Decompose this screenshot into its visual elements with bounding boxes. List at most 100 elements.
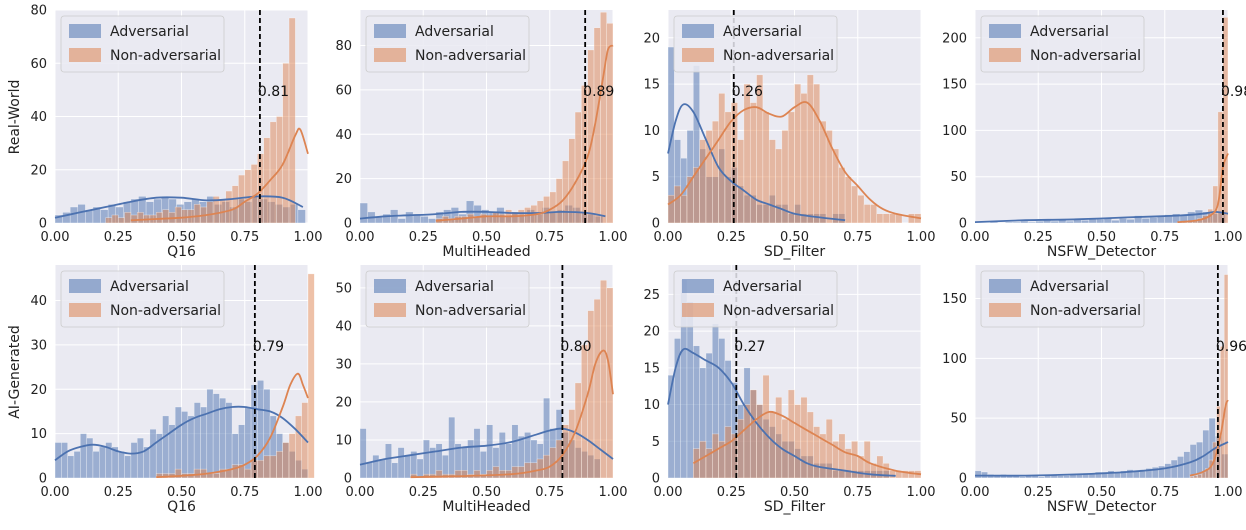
y-tick-label: 50 — [335, 281, 352, 296]
adversarial-bar — [200, 406, 208, 479]
non-adversarial-bar — [705, 130, 713, 224]
threshold-label: 0.79 — [253, 339, 284, 355]
legend-swatch-adversarial — [374, 24, 406, 38]
adversarial-bar — [1058, 219, 1067, 224]
non-adversarial-bar — [225, 190, 233, 224]
adversarial-bar — [1111, 219, 1120, 224]
panel-3: 0.00 0.25 0.50 0.75 1.00 0 50 100 150 200 0.98 Adve… — [942, 10, 1246, 260]
non-adversarial-bar — [680, 194, 688, 224]
adversarial-bar — [61, 442, 68, 479]
adversarial-bar — [404, 454, 411, 479]
non-adversarial-bar — [244, 468, 252, 479]
legend-swatch-adversarial — [989, 279, 1021, 293]
adversarial-bar — [448, 416, 456, 479]
adversarial-bar — [162, 415, 170, 479]
non-adversarial-bar — [212, 473, 220, 479]
non-adversarial-bar — [282, 442, 290, 479]
non-adversarial-bar — [851, 185, 858, 224]
y-tick-label: 0 — [39, 217, 47, 232]
non-adversarial-bar — [787, 111, 795, 224]
adversarial-kde-line — [667, 347, 896, 477]
non-adversarial-kde-line — [435, 44, 614, 222]
x-tick-label: 0.00 — [346, 485, 375, 500]
x-tick-label: 0.50 — [1087, 485, 1116, 500]
non-adversarial-bar — [825, 130, 833, 224]
non-adversarial-bar — [787, 389, 795, 479]
x-tick-label: 0.00 — [346, 230, 375, 245]
y-tick-label: 5 — [652, 435, 660, 450]
y-tick-label: 30 — [335, 357, 352, 372]
x-tick-label: 0.00 — [961, 485, 990, 500]
adversarial-bar — [99, 446, 106, 479]
x-tick-label: 0.50 — [780, 485, 809, 500]
non-adversarial-kde-line — [1189, 399, 1229, 477]
non-adversarial-bar — [908, 213, 915, 224]
non-adversarial-bar — [749, 389, 757, 479]
y-tick-label: 40 — [30, 110, 47, 125]
non-adversarial-bar — [768, 411, 776, 479]
adversarial-bar — [359, 428, 367, 479]
y-tick-label: 10 — [30, 427, 47, 442]
x-tick-label: 0.50 — [472, 485, 501, 500]
y-tick-label: 40 — [335, 319, 352, 334]
adversarial-bar — [206, 389, 214, 479]
y-tick-label: 20 — [335, 395, 352, 410]
adversarial-bar — [130, 442, 138, 479]
adversarial-bar — [193, 402, 201, 479]
y-tick-label: 100 — [942, 352, 967, 367]
legend-label-adversarial: Adversarial — [723, 24, 802, 40]
non-adversarial-bar — [737, 418, 745, 479]
panel-6: 0.00 0.25 0.50 0.75 1.00 0 5 10 15 20 25 0.27 Advers… — [643, 265, 935, 515]
non-adversarial-bar — [743, 404, 751, 479]
non-adversarial-bar — [473, 470, 481, 479]
y-tick-label: 20 — [643, 325, 660, 340]
y-tick-label: 0 — [959, 472, 967, 487]
non-adversarial-bar — [295, 415, 302, 479]
legend-swatch-adversarial — [69, 279, 101, 293]
x-tick-label: 0.50 — [1087, 230, 1116, 245]
x-tick-label: 1.00 — [294, 485, 323, 500]
y-tick-label: 0 — [39, 472, 47, 487]
y-tick-label: 20 — [643, 31, 660, 46]
x-tick-label: 0.50 — [167, 485, 196, 500]
x-tick-label: 0.75 — [843, 230, 872, 245]
non-adversarial-bar — [712, 433, 719, 479]
x-tick-label: 0.25 — [104, 485, 133, 500]
y-tick-label: 20 — [30, 163, 47, 178]
y-tick-label: 60 — [30, 57, 47, 72]
non-adversarial-bar — [743, 83, 751, 224]
y-tick-label: 10 — [643, 398, 660, 413]
non-adversarial-kde-line — [156, 372, 309, 478]
legend-swatch-adversarial — [374, 279, 406, 293]
legend-label-non-adversarial: Non-adversarial — [110, 48, 221, 64]
adversarial-bar — [73, 451, 81, 479]
legend-label-non-adversarial: Non-adversarial — [723, 48, 834, 64]
non-adversarial-bar — [775, 148, 783, 224]
non-adversarial-bar — [749, 102, 757, 224]
non-adversarial-bar — [269, 121, 277, 224]
adversarial-bar — [1050, 220, 1059, 224]
y-tick-label: 80 — [335, 39, 352, 54]
legend-label-adversarial: Adversarial — [723, 279, 802, 295]
x-tick-label: 0.75 — [535, 230, 564, 245]
y-tick-label: 20 — [335, 172, 352, 187]
non-adversarial-bar — [574, 111, 582, 224]
legend-label-non-adversarial: Non-adversarial — [1030, 48, 1141, 64]
adversarial-kde-line — [667, 103, 846, 222]
y-tick-label: 0 — [959, 217, 967, 232]
non-adversarial-bar — [486, 470, 494, 479]
non-adversarial-bar — [768, 139, 776, 224]
non-adversarial-bar — [813, 83, 821, 224]
adversarial-kde-line — [54, 195, 304, 219]
x-tick-label: 0.75 — [535, 485, 564, 500]
adversarial-bar — [1156, 216, 1166, 224]
non-adversarial-bar — [174, 206, 182, 224]
adversarial-bar — [372, 454, 380, 479]
legend-label-non-adversarial: Non-adversarial — [110, 303, 221, 319]
x-axis-label: SD_Filter — [764, 244, 826, 260]
adversarial-bar — [428, 218, 437, 224]
adversarial-bar — [80, 433, 87, 479]
adversarial-bar — [378, 458, 386, 479]
adversarial-kde-line — [359, 210, 606, 220]
legend-label-non-adversarial: Non-adversarial — [1030, 303, 1141, 319]
